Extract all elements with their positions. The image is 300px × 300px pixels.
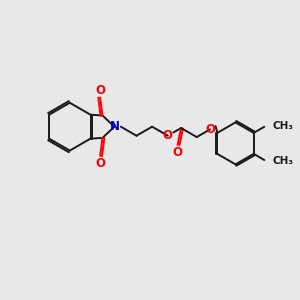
- Text: O: O: [95, 157, 105, 170]
- Text: O: O: [95, 84, 105, 97]
- Text: CH₃: CH₃: [272, 156, 293, 166]
- Text: O: O: [172, 146, 182, 159]
- Text: CH₃: CH₃: [272, 121, 293, 131]
- Text: O: O: [205, 123, 215, 136]
- Text: O: O: [163, 129, 173, 142]
- Text: N: N: [110, 120, 120, 133]
